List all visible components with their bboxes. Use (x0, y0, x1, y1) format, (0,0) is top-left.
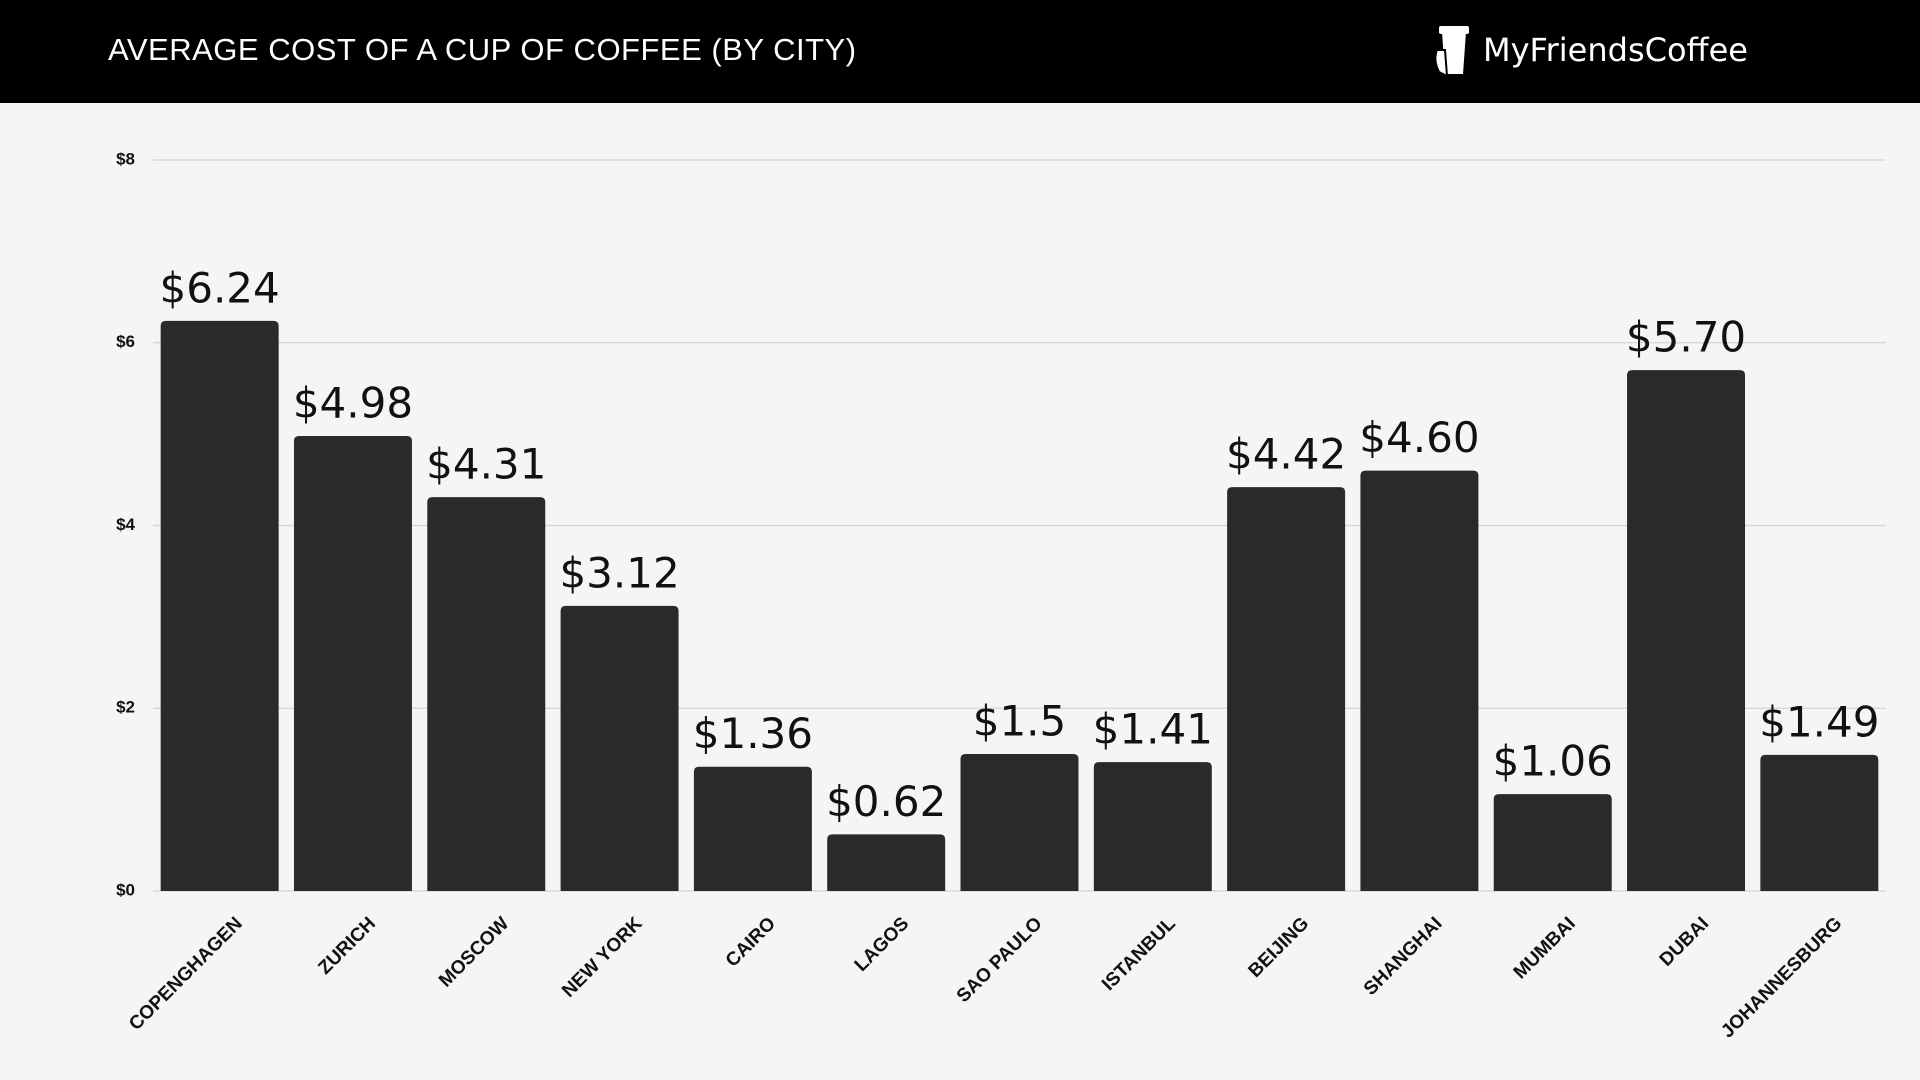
bar (1627, 370, 1746, 892)
y-tick-label: $2 (116, 698, 135, 717)
value-label: $1.41 (1093, 705, 1213, 754)
brand-logo (1434, 26, 1469, 78)
bar (427, 497, 546, 891)
chart-title: AVERAGE COST OF A CUP OF COFFEE (BY CITY… (108, 32, 857, 67)
value-label: $1.49 (1759, 697, 1879, 746)
bar (693, 766, 812, 891)
bar (1093, 762, 1212, 891)
value-label: $4.60 (1359, 413, 1479, 462)
y-tick-label: $6 (116, 332, 135, 351)
value-label: $4.98 (293, 378, 413, 427)
value-label: $3.12 (559, 548, 679, 597)
value-label: $4.42 (1226, 430, 1346, 479)
header-bar (0, 0, 1920, 103)
value-label: $1.5 (973, 696, 1067, 745)
bar (960, 753, 1079, 891)
bar (560, 605, 679, 891)
bar (827, 834, 946, 891)
value-label: $0.62 (826, 777, 946, 826)
bar (1493, 794, 1612, 891)
value-label: $4.31 (426, 440, 546, 489)
bar (1760, 754, 1879, 891)
value-label: $6.24 (160, 263, 280, 312)
value-label: $1.36 (693, 709, 813, 758)
value-label: $5.70 (1626, 313, 1746, 362)
bar (160, 320, 279, 891)
brand-name: MyFriendsCoffee (1483, 31, 1748, 69)
bar (1360, 470, 1479, 891)
y-tick-label: $0 (116, 880, 135, 899)
y-tick-label: $4 (116, 515, 135, 534)
y-tick-label: $8 (116, 149, 135, 168)
bar (1227, 487, 1346, 891)
value-label: $1.06 (1493, 737, 1613, 786)
bar (293, 435, 412, 891)
